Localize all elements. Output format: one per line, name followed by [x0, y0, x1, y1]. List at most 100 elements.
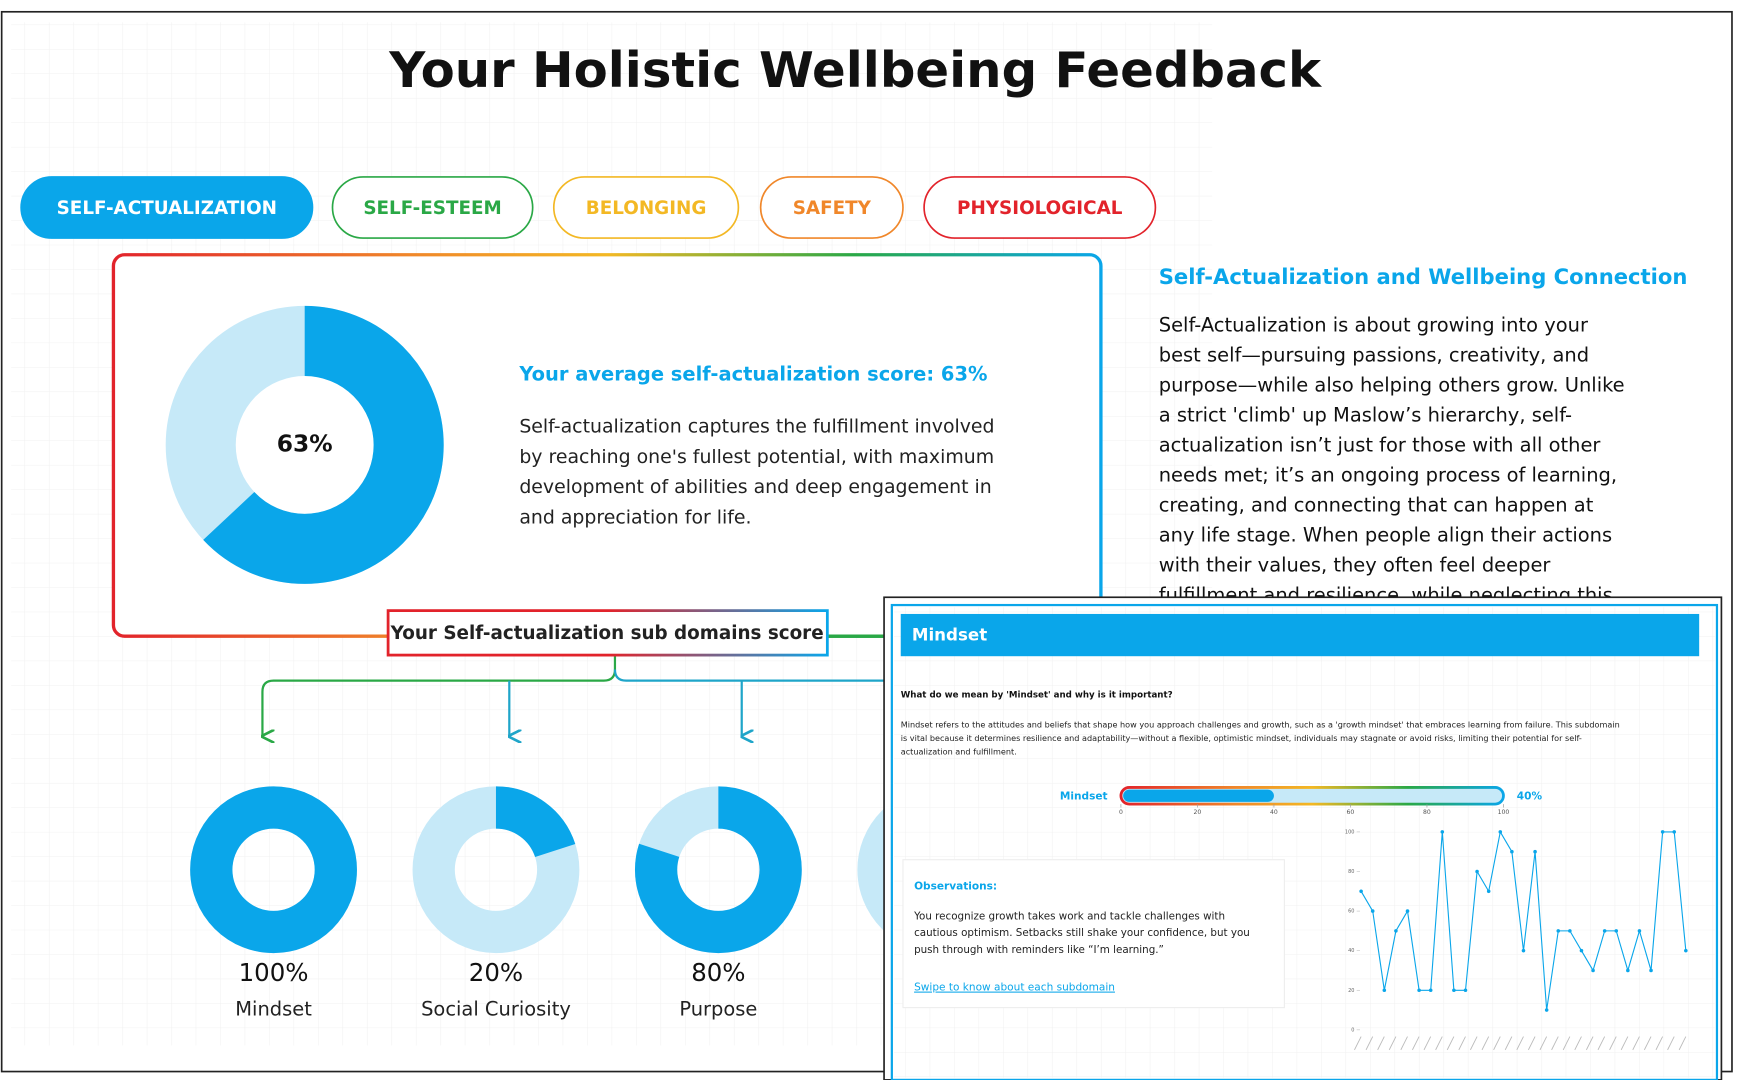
body-text: is vital because it determines resilienc…	[901, 733, 1582, 743]
observations-text: cautious optimism. Setbacks still shake …	[914, 927, 1250, 939]
bar-value	[1123, 789, 1274, 802]
line-point	[1452, 988, 1456, 993]
x-date-stub	[1528, 1036, 1536, 1051]
subdomain-name: Mindset	[235, 997, 312, 1020]
y-tick-label: 40	[1348, 948, 1354, 954]
x-date-stub	[1446, 1036, 1455, 1051]
line-point	[1417, 988, 1421, 993]
score-description: by reaching one's fullest potential, wit…	[519, 446, 994, 468]
x-date-stub	[1551, 1036, 1559, 1051]
tab[interactable]: BELONGING	[552, 176, 740, 239]
line-point	[1591, 968, 1595, 973]
x-date-stub	[1481, 1036, 1490, 1051]
tab[interactable]: SAFETY	[759, 176, 904, 239]
line-point	[1660, 830, 1665, 834]
x-date-stub	[1678, 1036, 1687, 1051]
y-tick-label: 0	[1351, 1027, 1354, 1033]
line-point	[1568, 929, 1572, 933]
line-point	[1440, 830, 1445, 834]
line-point	[1486, 889, 1491, 894]
line-point	[1556, 929, 1561, 933]
subdomain-name: Purpose	[679, 997, 757, 1020]
subdomains-heading: Your Self-actualization sub domains scor…	[390, 623, 824, 644]
line-point	[1394, 929, 1398, 933]
donut-value	[190, 786, 357, 954]
donut-value	[634, 786, 802, 954]
line-point	[1637, 929, 1642, 933]
line-point	[1521, 948, 1526, 953]
line-point	[1498, 830, 1503, 834]
score-heading: Your average self-actualization score: 6…	[518, 362, 987, 385]
bar-value-label: 40%	[1517, 790, 1543, 802]
line-point	[1370, 909, 1375, 913]
x-date-stub	[1632, 1036, 1640, 1051]
side-text: best self—pursuing passions, creativity,…	[1159, 343, 1589, 366]
line-point	[1475, 869, 1479, 874]
line-point	[1614, 929, 1619, 933]
tab-label: SAFETY	[793, 198, 872, 219]
tab[interactable]: PHYSIOLOGICAL	[923, 176, 1157, 239]
tab-pill	[759, 176, 904, 239]
tab-pill	[923, 176, 1157, 239]
side-text: creating, and connecting that can happen…	[1159, 494, 1594, 517]
x-date-stub	[1643, 1036, 1652, 1051]
side-heading: Self-Actualization and Wellbeing Connect…	[1159, 264, 1688, 289]
tab[interactable]: SELF-ESTEEM	[331, 176, 534, 239]
line-point	[1359, 889, 1363, 894]
line-point	[1602, 929, 1607, 933]
line-point	[1510, 849, 1514, 854]
observations-text: You recognize growth takes work and tack…	[913, 910, 1225, 922]
tab-label: SELF-ESTEEM	[363, 198, 501, 219]
bar-label: Mindset	[1060, 790, 1108, 802]
x-date-stub	[1574, 1036, 1582, 1051]
tab-label: PHYSIOLOGICAL	[957, 198, 1123, 219]
subdomains-heading-box	[386, 609, 829, 657]
bar-tick-label: 80	[1423, 809, 1431, 816]
line-point	[1626, 968, 1630, 973]
score-description: and appreciation for life.	[519, 506, 751, 528]
page-title: Your Holistic Wellbeing Feedback	[388, 42, 1322, 99]
x-date-stub	[1493, 1036, 1501, 1051]
x-date-stub	[1655, 1036, 1664, 1051]
subdomain-link[interactable]: Swipe to know about each subdomain	[914, 982, 1115, 994]
observations-title: Observations:	[914, 880, 997, 892]
connectors	[262, 656, 890, 736]
tab-pill	[20, 176, 314, 239]
line-point	[1533, 849, 1537, 854]
bar-tick-label: 60	[1347, 809, 1355, 816]
subdomain-score: 100%	[239, 958, 309, 987]
frame	[0, 10, 1733, 1073]
score-description: development of abilities and deep engage…	[519, 476, 991, 498]
question: What do we mean by 'Mindset' and why is …	[901, 691, 1173, 701]
donut-value	[165, 305, 444, 584]
x-date-stub	[1365, 1036, 1374, 1051]
observations-text: push through with reminders like “I’m le…	[914, 944, 1164, 956]
x-date-stub	[1516, 1036, 1524, 1051]
y-tick-label: 80	[1348, 869, 1354, 875]
line-point	[1579, 948, 1584, 953]
side-text: any life stage. When people align their …	[1159, 524, 1612, 547]
observations-box	[902, 859, 1285, 1009]
content: 63% Your average self-actualization score…	[165, 264, 1688, 1020]
panel-header	[900, 613, 1700, 657]
x-date-stub	[1667, 1036, 1675, 1051]
tab-bar: SELF-ACTUALIZATION SELF-ESTEEM BELONGING SA…	[20, 176, 1157, 239]
x-date-stub	[1585, 1036, 1594, 1051]
body-text: Mindset refers to the attitudes and beli…	[901, 720, 1620, 730]
tab-label: SELF-ACTUALIZATION	[57, 198, 277, 219]
x-date-stub	[1400, 1036, 1408, 1051]
side-text: purpose—while also helping others grow. …	[1159, 373, 1625, 396]
x-date-stub	[1354, 1036, 1362, 1051]
tab[interactable]: SELF-ACTUALIZATION	[20, 176, 314, 239]
y-tick-label: 100	[1345, 829, 1355, 835]
x-date-stub	[1597, 1036, 1606, 1051]
x-date-stub	[1458, 1036, 1466, 1051]
detail-panel: Mindset What do we mean by 'Mindset' and …	[883, 596, 1723, 1080]
line-point	[1463, 988, 1468, 993]
line-point	[1672, 830, 1677, 834]
x-date-stub	[1609, 1036, 1617, 1051]
subdomain-score: 20%	[469, 958, 523, 987]
side-text: a strict 'climb' up Maslow’s hierarchy, …	[1159, 404, 1572, 427]
score-description: Self-actualization captures the fulfillm…	[519, 416, 994, 438]
